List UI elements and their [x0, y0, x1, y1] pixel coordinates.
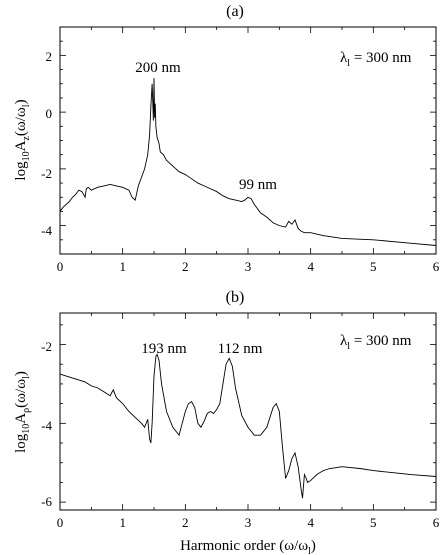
legend-lambda: λ	[340, 333, 348, 349]
x-tick-label: 5	[370, 515, 377, 530]
x-tick-label: 3	[245, 515, 252, 530]
x-tick-label: 0	[57, 259, 64, 274]
annotation-200nm: 200 nm	[135, 60, 181, 76]
x-label-main: Harmonic order (ω/ω	[180, 538, 308, 554]
series-line-b	[59, 353, 437, 499]
x-tick-label: 2	[182, 515, 189, 530]
legend-value: = 300 nm	[350, 333, 412, 349]
y-label-sub: 10	[21, 151, 32, 161]
x-axis-label: Harmonic order (ω/ωl)	[180, 538, 316, 555]
x-tick-label: 4	[307, 259, 314, 274]
y-label-base: log	[13, 161, 29, 181]
y-tick-label: -2	[41, 166, 52, 181]
y-label-sub: z	[21, 136, 32, 141]
y-label-tail: )	[13, 99, 29, 104]
panel-label-a: (a)	[226, 3, 244, 20]
y-tick-label: -4	[41, 418, 52, 433]
annotation-99nm: 99 nm	[239, 177, 277, 193]
y-label-tail: )	[13, 371, 29, 376]
annotation-193nm: 193 nm	[141, 341, 187, 357]
x-tick-label: 1	[119, 259, 126, 274]
x-tick-label: 1	[119, 515, 126, 530]
x-tick-label: 5	[370, 259, 377, 274]
y-tick-labels-a: -4 -2 0 2	[41, 49, 52, 238]
y-tick-label: -4	[41, 223, 52, 238]
x-tick-label: 4	[307, 515, 314, 530]
x-tick-labels-b: 0 1 2 3 4 5 6	[57, 515, 440, 530]
axis-ticks-b	[59, 313, 437, 510]
legend-sub: l	[347, 58, 350, 69]
y-axis-label-b: log10Aρ(ω/ωl)	[13, 371, 32, 453]
x-tick-label: 2	[182, 259, 189, 274]
panel-a: (a) 0 1 2 3 4 5 6 -4 -2 0 2 log10Az(ω/ωl…	[13, 3, 440, 274]
axis-ticks-a	[59, 26, 437, 255]
y-label-sub: 10	[21, 424, 32, 434]
series-line-a	[59, 78, 437, 246]
y-label-tail: (ω/ω	[13, 107, 29, 136]
legend-text-a: λl = 300 nm	[340, 50, 412, 69]
x-tick-label: 0	[57, 515, 64, 530]
panel-b: (b) 0 1 2 3 4 5 6 -6 -4 -2 log10Aρ(ω/ωl)…	[13, 289, 440, 555]
legend-sub: l	[347, 341, 350, 352]
y-axis-label-a: log10Az(ω/ωl)	[13, 99, 32, 180]
y-tick-label: 0	[46, 106, 53, 121]
y-tick-label: -6	[41, 494, 52, 509]
y-tick-labels-b: -6 -4 -2	[41, 339, 52, 509]
panel-label-b: (b)	[226, 289, 245, 306]
y-tick-label: 2	[46, 49, 53, 64]
y-label-mid: A	[13, 413, 29, 424]
y-tick-label: -2	[41, 339, 52, 354]
y-label-sub: ρ	[21, 408, 32, 413]
y-label-sub: l	[21, 376, 32, 379]
x-tick-label: 6	[433, 515, 440, 530]
x-tick-label: 3	[245, 259, 252, 274]
annotation-112nm: 112 nm	[218, 341, 263, 357]
y-label-tail: (ω/ω	[13, 379, 29, 408]
legend-lambda: λ	[340, 50, 348, 66]
y-label-mid: A	[13, 140, 29, 151]
x-tick-label: 6	[433, 259, 440, 274]
x-label-tail: )	[311, 538, 316, 554]
y-label-base: log	[13, 433, 29, 453]
x-label-sub: l	[308, 546, 311, 555]
x-tick-labels-a: 0 1 2 3 4 5 6	[57, 259, 440, 274]
legend-text-b: λl = 300 nm	[340, 333, 412, 352]
legend-value: = 300 nm	[350, 50, 412, 66]
y-label-sub: l	[21, 104, 32, 107]
